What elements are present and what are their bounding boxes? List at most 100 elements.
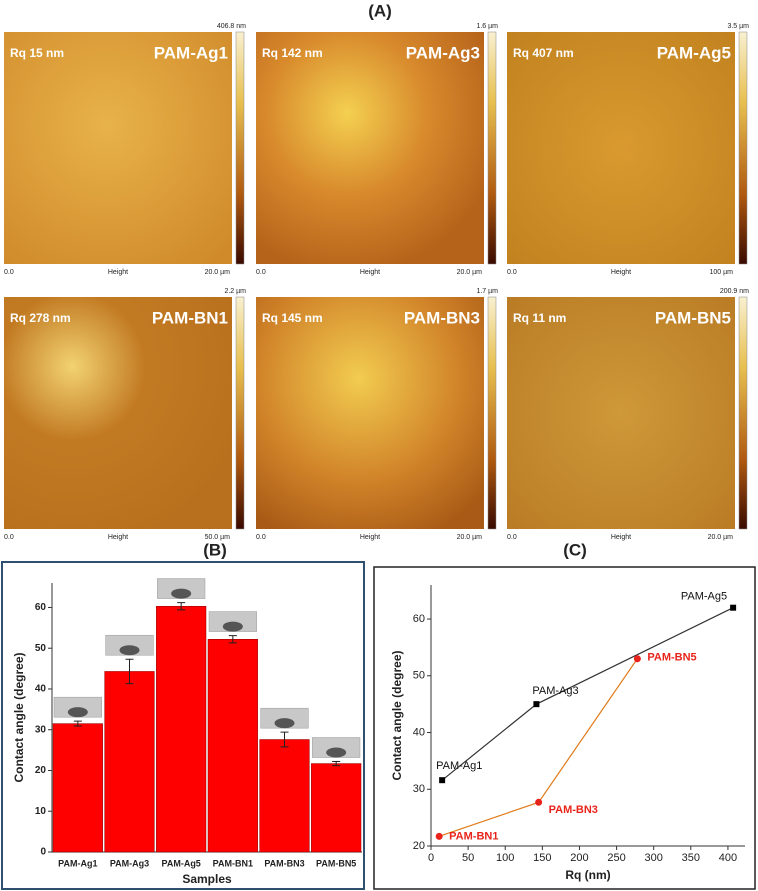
y-tick-label: 30 bbox=[413, 783, 425, 795]
droplet-photo bbox=[312, 737, 361, 758]
x-tick-label: 400 bbox=[719, 852, 737, 864]
x-tick-label: PAM-Ag3 bbox=[110, 858, 149, 868]
marker bbox=[730, 604, 737, 611]
scale-max: 1.6 µm bbox=[476, 23, 498, 30]
y-tick-label: 40 bbox=[413, 726, 425, 738]
axis-end: 20.0 µm bbox=[205, 269, 231, 276]
droplet bbox=[119, 645, 140, 656]
x-tick-label: PAM-Ag1 bbox=[58, 858, 97, 868]
axis-end: 100 µm bbox=[710, 269, 734, 276]
panel-title: (C) bbox=[563, 540, 587, 559]
axis-start: 0.0 bbox=[256, 269, 266, 276]
sample-name: PAM-BN3 bbox=[404, 308, 480, 327]
error-bar bbox=[280, 731, 289, 748]
axis-end: 20.0 µm bbox=[457, 269, 483, 276]
afm-image bbox=[4, 32, 232, 264]
axis-start: 0.0 bbox=[507, 534, 517, 541]
rq-label: Rq 11 nm bbox=[513, 311, 566, 325]
point-label: PAM-Ag3 bbox=[532, 685, 578, 697]
sample-name: PAM-Ag3 bbox=[406, 43, 480, 62]
axis-start: 0.0 bbox=[507, 269, 517, 276]
rq-label: Rq 142 nm bbox=[262, 46, 323, 60]
panel-c-frame bbox=[373, 566, 756, 890]
point-label: PAM-Ag5 bbox=[681, 591, 727, 603]
afm-image bbox=[256, 32, 484, 264]
axis-end: 50.0 µm bbox=[205, 534, 231, 541]
y-tick-label: 60 bbox=[35, 602, 47, 613]
y-tick-label: 50 bbox=[35, 643, 47, 654]
marker bbox=[633, 655, 641, 663]
afm-image bbox=[4, 297, 232, 529]
sample-name: PAM-BN1 bbox=[152, 308, 228, 327]
droplet bbox=[67, 707, 88, 718]
axis-end: 20.0 µm bbox=[708, 534, 734, 541]
marker bbox=[435, 832, 443, 840]
droplet bbox=[274, 718, 295, 729]
x-tick-label: 350 bbox=[682, 852, 700, 864]
axis-start: 0.0 bbox=[256, 534, 266, 541]
droplet bbox=[171, 588, 192, 599]
axis-label: Height bbox=[360, 534, 380, 541]
droplet-photo bbox=[157, 578, 206, 599]
point-label: PAM-BN5 bbox=[647, 652, 696, 664]
series-line bbox=[441, 607, 734, 781]
bar bbox=[311, 763, 362, 853]
bar bbox=[52, 723, 103, 853]
rq-label: Rq 407 nm bbox=[513, 46, 574, 60]
x-tick-label: 300 bbox=[645, 852, 663, 864]
y-tick-label: 0 bbox=[40, 847, 46, 858]
panel-a-title: (A) bbox=[368, 1, 392, 20]
x-tick-label: 50 bbox=[462, 852, 474, 864]
color-bar bbox=[487, 31, 497, 265]
color-bar bbox=[738, 31, 748, 265]
rq-label: Rq 15 nm bbox=[10, 46, 64, 60]
afm-image bbox=[256, 297, 484, 529]
y-tick-label: 30 bbox=[35, 724, 47, 735]
x-tick-label: PAM-Ag5 bbox=[161, 858, 200, 868]
axis-label: Height bbox=[611, 534, 631, 541]
scale-max: 1.7 µm bbox=[476, 288, 498, 295]
axis-end: 20.0 µm bbox=[457, 534, 483, 541]
axis-label: Height bbox=[360, 269, 380, 276]
bar bbox=[104, 671, 155, 853]
panel-title: (B) bbox=[203, 540, 227, 559]
marker bbox=[533, 701, 540, 708]
marker bbox=[535, 798, 543, 806]
error-bar bbox=[177, 602, 186, 611]
scale-max: 200.9 nm bbox=[720, 288, 749, 295]
rq-label: Rq 278 nm bbox=[10, 311, 71, 325]
afm-image bbox=[507, 32, 735, 264]
axis-label: Height bbox=[108, 534, 128, 541]
afm-image bbox=[507, 297, 735, 529]
point-label: PAM-BN3 bbox=[549, 804, 598, 816]
droplet bbox=[222, 621, 243, 632]
error-bar bbox=[125, 658, 134, 685]
error-bar bbox=[332, 761, 341, 767]
point-label: PAM-BN1 bbox=[449, 830, 498, 842]
scale-max: 3.5 µm bbox=[727, 23, 749, 30]
y-tick-label: 20 bbox=[35, 765, 47, 776]
marker bbox=[439, 777, 446, 784]
scale-max: 2.2 µm bbox=[224, 288, 246, 295]
error-bar bbox=[228, 635, 237, 644]
x-axis-label: Rq (nm) bbox=[565, 868, 610, 882]
color-bar bbox=[235, 31, 245, 265]
x-tick-label: 100 bbox=[496, 852, 514, 864]
x-tick-label: 0 bbox=[428, 852, 434, 864]
sample-name: PAM-BN5 bbox=[655, 308, 731, 327]
panel-b-frame bbox=[1, 561, 365, 890]
point-label: PAM-Ag1 bbox=[436, 760, 482, 772]
color-bar bbox=[235, 296, 245, 530]
x-tick-label: 150 bbox=[533, 852, 551, 864]
sample-name: PAM-Ag5 bbox=[657, 43, 731, 62]
x-tick-label: PAM-BN1 bbox=[213, 858, 253, 868]
axis-start: 0.0 bbox=[4, 534, 14, 541]
y-axis-label: Contact angle (degree) bbox=[12, 652, 26, 782]
y-tick-label: 60 bbox=[413, 613, 425, 625]
color-bar bbox=[487, 296, 497, 530]
error-bar bbox=[73, 720, 82, 727]
bar bbox=[156, 605, 207, 853]
x-tick-label: 200 bbox=[570, 852, 588, 864]
y-tick-label: 20 bbox=[413, 840, 425, 852]
